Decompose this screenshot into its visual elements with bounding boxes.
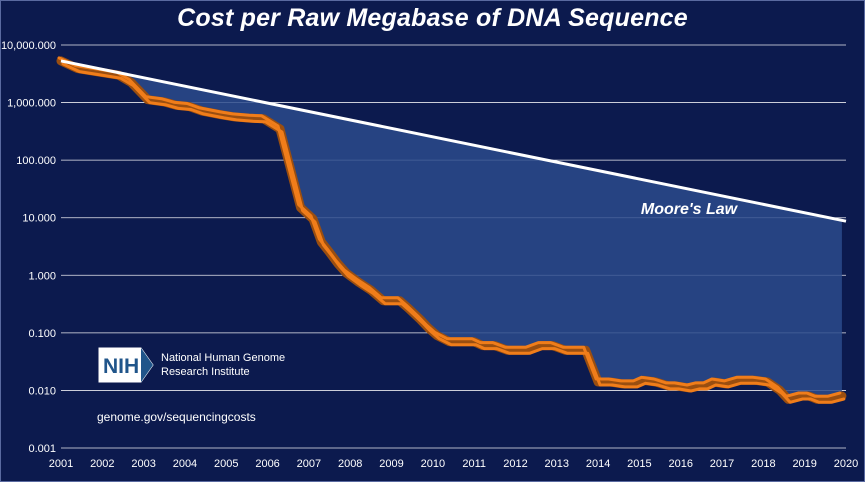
x-tick-label: 2019 [792,458,816,470]
series-line-cost-lower [61,62,846,404]
x-tick-label: 2015 [627,458,651,470]
y-tick-label: 0.100 [28,328,56,340]
series-line-moores-law [60,59,847,223]
y-tick-label: 1,000.000 [7,98,56,110]
x-tick-label: 2014 [586,458,610,470]
x-tick-label: 2003 [131,458,155,470]
y-tick-label: 0.001 [28,443,56,455]
moore-layer: Moore's Law [60,59,847,223]
x-tick-label: 2012 [503,458,527,470]
x-tick-label: 2010 [421,458,445,470]
gap-layer [61,60,842,400]
x-tick-label: 2006 [255,458,279,470]
series-line-cost-band [56,56,847,404]
x-tick-label: 2007 [297,458,321,470]
x-tick-label: 2005 [214,458,238,470]
x-tick-label: 2011 [462,458,486,470]
nih-badge-text: NIH [103,355,139,378]
chart-title: Cost per Raw Megabase of DNA Sequence [177,4,688,32]
nih-badge-icon: NIH [97,346,155,384]
x-tick-label: 2018 [751,458,775,470]
x-tick-label: 2009 [379,458,403,470]
x-tick-label: 2001 [49,458,73,470]
x-tick-label: 2004 [173,458,197,470]
y-tick-label: 100.000 [16,155,56,167]
y-axis-ticks: 10,000.000 1,000.000 100.000 10.000 1.000 0.1… [1,40,56,455]
nih-name-line1: National Human Genome [161,352,286,364]
source-link[interactable]: genome.gov/sequencingcosts [97,410,256,424]
series-line-cost-upper [57,56,842,398]
moores-law-label: Moore's Law [641,201,739,218]
x-tick-label: 2016 [668,458,692,470]
x-tick-label: 2020 [834,458,858,470]
x-axis-ticks: 2001 2002 2003 2004 2005 2006 2007 2008 2009 2010… [49,458,858,470]
y-tick-label: 10.000 [22,213,56,225]
nih-name-line2: Research Institute [161,366,250,378]
x-tick-label: 2008 [338,458,362,470]
x-tick-label: 2002 [90,458,114,470]
actual-band-layer [56,56,847,404]
nih-logo: NIH National Human Genome Research Insti… [97,346,285,384]
x-tick-label: 2013 [545,458,569,470]
cost-gap-area [61,60,842,400]
y-tick-label: 10,000.000 [1,40,56,52]
y-tick-label: 0.010 [28,385,56,397]
x-tick-label: 2017 [710,458,734,470]
nih-name: National Human Genome Research Institute [161,351,285,379]
y-tick-label: 1.000 [28,270,56,282]
